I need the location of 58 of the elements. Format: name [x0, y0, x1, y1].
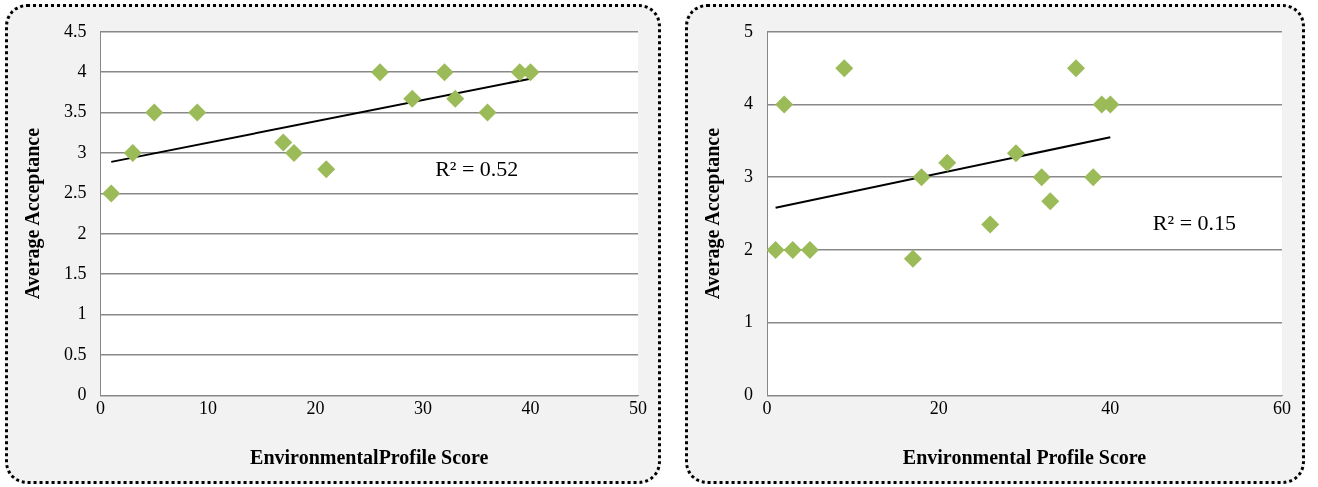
point: [1067, 59, 1085, 78]
y-tick-label: 2: [77, 222, 87, 243]
x-tick-label: 60: [1273, 397, 1291, 418]
x-tick-label: 40: [521, 397, 540, 418]
annotation: R² = 0.15: [1152, 210, 1237, 236]
point: [317, 160, 336, 179]
point: [912, 168, 931, 187]
point: [835, 59, 854, 78]
y-tick-label: 4: [744, 93, 753, 114]
point: [435, 63, 454, 82]
y-axis-title: Average Acceptance: [21, 127, 45, 300]
point: [371, 63, 389, 82]
x-axis-title: Environmental Profile Score: [902, 446, 1147, 469]
y-tick-label: 5: [744, 20, 753, 41]
x-tick-label: 30: [414, 397, 432, 418]
point: [145, 103, 164, 122]
y-tick-label: 0.5: [64, 343, 87, 364]
y-tick-label: 3: [744, 165, 753, 186]
point: [102, 184, 121, 203]
point: [1006, 144, 1025, 163]
x-tick-label: 20: [929, 397, 948, 418]
y-tick-label: 0: [77, 384, 87, 405]
point: [403, 89, 422, 108]
point: [123, 144, 142, 162]
point: [981, 215, 1000, 234]
point: [903, 249, 922, 268]
y-tick-label: 4: [77, 60, 87, 81]
x-axis-title: EnvironmentalProfile Score: [250, 446, 489, 469]
y-tick-label: 3: [77, 141, 87, 162]
point: [800, 240, 819, 259]
y-tick-label: 4.5: [64, 20, 87, 41]
x-tick-label: 0: [762, 397, 772, 418]
point: [1041, 192, 1060, 211]
y-tick-label: 3.5: [64, 101, 87, 122]
point: [274, 133, 293, 152]
point: [446, 89, 465, 108]
y-tick-label: 1.5: [64, 262, 87, 283]
x-tick-label: 50: [629, 397, 647, 418]
point: [188, 103, 207, 122]
x-tick-label: 10: [199, 397, 217, 418]
point: [1084, 168, 1103, 187]
point: [1032, 168, 1051, 187]
x-tick-label: 20: [306, 397, 325, 418]
y-tick-label: 0: [744, 384, 753, 405]
y-tick-label: 2: [744, 238, 753, 259]
point: [285, 144, 303, 162]
y-axis-title: Average Acceptance: [701, 127, 725, 300]
y-tick-label: 1: [744, 311, 753, 332]
point: [767, 240, 785, 259]
point: [478, 103, 497, 122]
x-tick-label: 40: [1101, 397, 1120, 418]
x-tick-label: 0: [96, 397, 105, 418]
y-tick-label: 2.5: [64, 182, 87, 203]
point: [775, 95, 794, 114]
point: [783, 240, 802, 259]
annotation: R² = 0.52: [435, 155, 519, 181]
point: [938, 153, 957, 172]
y-tick-label: 1: [77, 303, 87, 324]
